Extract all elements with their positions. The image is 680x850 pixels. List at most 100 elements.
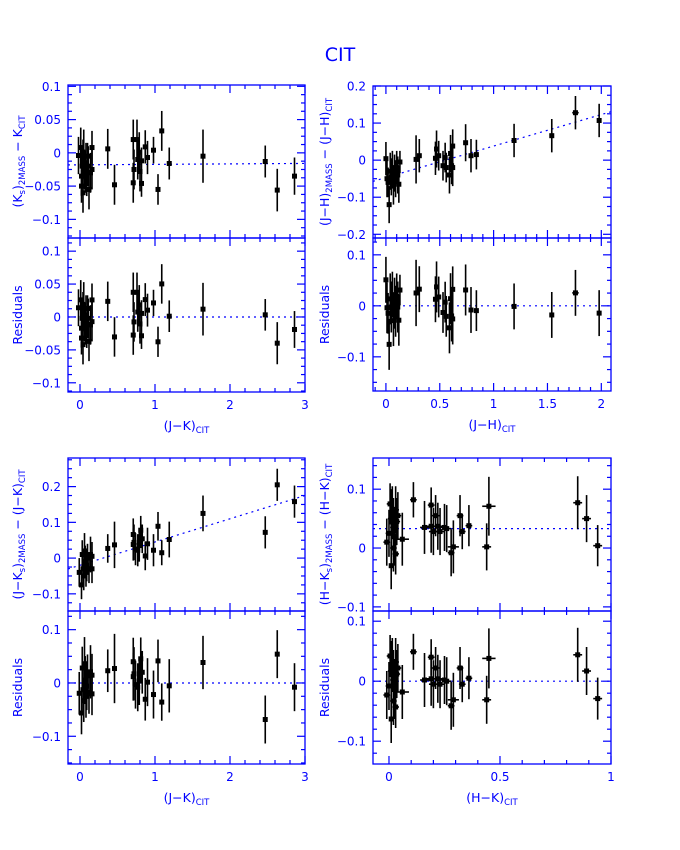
marker bbox=[81, 573, 87, 579]
data-point bbox=[292, 311, 297, 348]
data-point bbox=[86, 554, 92, 584]
marker bbox=[388, 668, 394, 674]
x-tick-label: 1 bbox=[151, 398, 159, 412]
marker bbox=[484, 697, 490, 703]
marker bbox=[151, 300, 156, 306]
marker bbox=[384, 176, 390, 182]
marker bbox=[511, 137, 517, 143]
data-point bbox=[139, 322, 144, 349]
y-tick-label: 0.1 bbox=[347, 615, 366, 629]
data-point bbox=[416, 139, 422, 173]
marker bbox=[139, 310, 144, 316]
marker bbox=[137, 321, 143, 327]
data-point bbox=[596, 103, 602, 138]
x-tick-label: 1.5 bbox=[538, 397, 557, 411]
data-point bbox=[133, 660, 138, 709]
marker bbox=[393, 308, 399, 314]
y-axis-label: (Ks)2MASS − KCIT bbox=[10, 115, 28, 208]
data-point bbox=[420, 500, 429, 554]
y-tick-label: 0 bbox=[358, 542, 366, 556]
y-tick-label: −0.1 bbox=[32, 730, 61, 744]
marker bbox=[112, 542, 117, 548]
data-point bbox=[139, 524, 145, 554]
data-point bbox=[573, 627, 583, 682]
marker bbox=[159, 550, 165, 556]
marker bbox=[155, 186, 161, 192]
marker bbox=[145, 679, 150, 685]
marker bbox=[430, 681, 436, 687]
marker bbox=[394, 165, 400, 171]
data-point bbox=[88, 152, 93, 193]
marker bbox=[134, 289, 140, 295]
marker bbox=[138, 527, 144, 533]
data-point bbox=[76, 671, 82, 715]
x-axis-label: (J−K)CIT bbox=[164, 418, 211, 436]
marker bbox=[484, 544, 490, 550]
data-point bbox=[155, 174, 161, 205]
data-point bbox=[394, 273, 400, 320]
data-point bbox=[468, 139, 474, 173]
data-point bbox=[388, 158, 394, 196]
data-point bbox=[482, 476, 496, 536]
data-point bbox=[582, 495, 592, 543]
marker bbox=[395, 665, 401, 671]
marker bbox=[105, 545, 111, 551]
marker bbox=[437, 529, 443, 535]
x-tick-label: 0 bbox=[385, 770, 393, 784]
y-tick-label: 0 bbox=[53, 552, 61, 566]
marker bbox=[450, 316, 456, 322]
marker bbox=[274, 187, 280, 193]
data-point bbox=[262, 695, 268, 744]
data-point bbox=[151, 136, 156, 164]
y-tick-label: 0.1 bbox=[42, 516, 61, 530]
data-point bbox=[262, 145, 268, 178]
data-point bbox=[434, 261, 440, 313]
x-tick-label: 2 bbox=[226, 398, 234, 412]
x-tick-label: 0 bbox=[76, 398, 84, 412]
marker bbox=[89, 297, 95, 303]
marker bbox=[262, 529, 268, 535]
data-point bbox=[388, 281, 394, 333]
data-point bbox=[446, 156, 452, 194]
marker bbox=[105, 668, 111, 674]
marker bbox=[83, 312, 89, 318]
marker bbox=[274, 482, 280, 488]
marker bbox=[448, 703, 454, 709]
data-point bbox=[145, 658, 150, 707]
marker bbox=[85, 163, 91, 169]
marker bbox=[473, 308, 479, 314]
data-point bbox=[159, 264, 165, 304]
marker bbox=[450, 143, 456, 149]
marker bbox=[89, 319, 95, 325]
marker bbox=[595, 696, 601, 702]
marker bbox=[80, 342, 86, 348]
data-point bbox=[468, 287, 474, 333]
data-point bbox=[392, 154, 398, 192]
marker bbox=[388, 304, 394, 310]
marker bbox=[397, 159, 403, 165]
marker bbox=[85, 315, 91, 321]
y-axis-label: (J−H)2MASS − (J−H)CIT bbox=[317, 97, 335, 226]
data-point bbox=[76, 136, 81, 175]
data-point bbox=[447, 520, 459, 574]
residuals-axis-label: Residuals bbox=[317, 285, 332, 344]
x-tick-label: 1 bbox=[151, 770, 159, 784]
marker bbox=[105, 146, 111, 152]
marker bbox=[393, 507, 399, 513]
marker bbox=[142, 696, 148, 702]
data-point bbox=[463, 264, 469, 316]
residuals-axis-label: Residuals bbox=[317, 658, 332, 717]
main-plot: −0.1 0 0.1 0.2 (J−Ks)2MASS − (J−K)CIT bbox=[10, 457, 306, 612]
data-point bbox=[435, 660, 445, 709]
plot-frame bbox=[372, 237, 612, 392]
marker bbox=[444, 678, 450, 684]
y-tick-label: −0.05 bbox=[24, 180, 61, 194]
marker bbox=[449, 313, 455, 319]
data-point bbox=[262, 299, 268, 331]
data-point bbox=[139, 170, 144, 197]
data-point bbox=[511, 123, 517, 158]
marker bbox=[130, 542, 136, 548]
data-point bbox=[433, 654, 443, 703]
marker bbox=[383, 156, 389, 162]
data-point bbox=[395, 665, 409, 719]
